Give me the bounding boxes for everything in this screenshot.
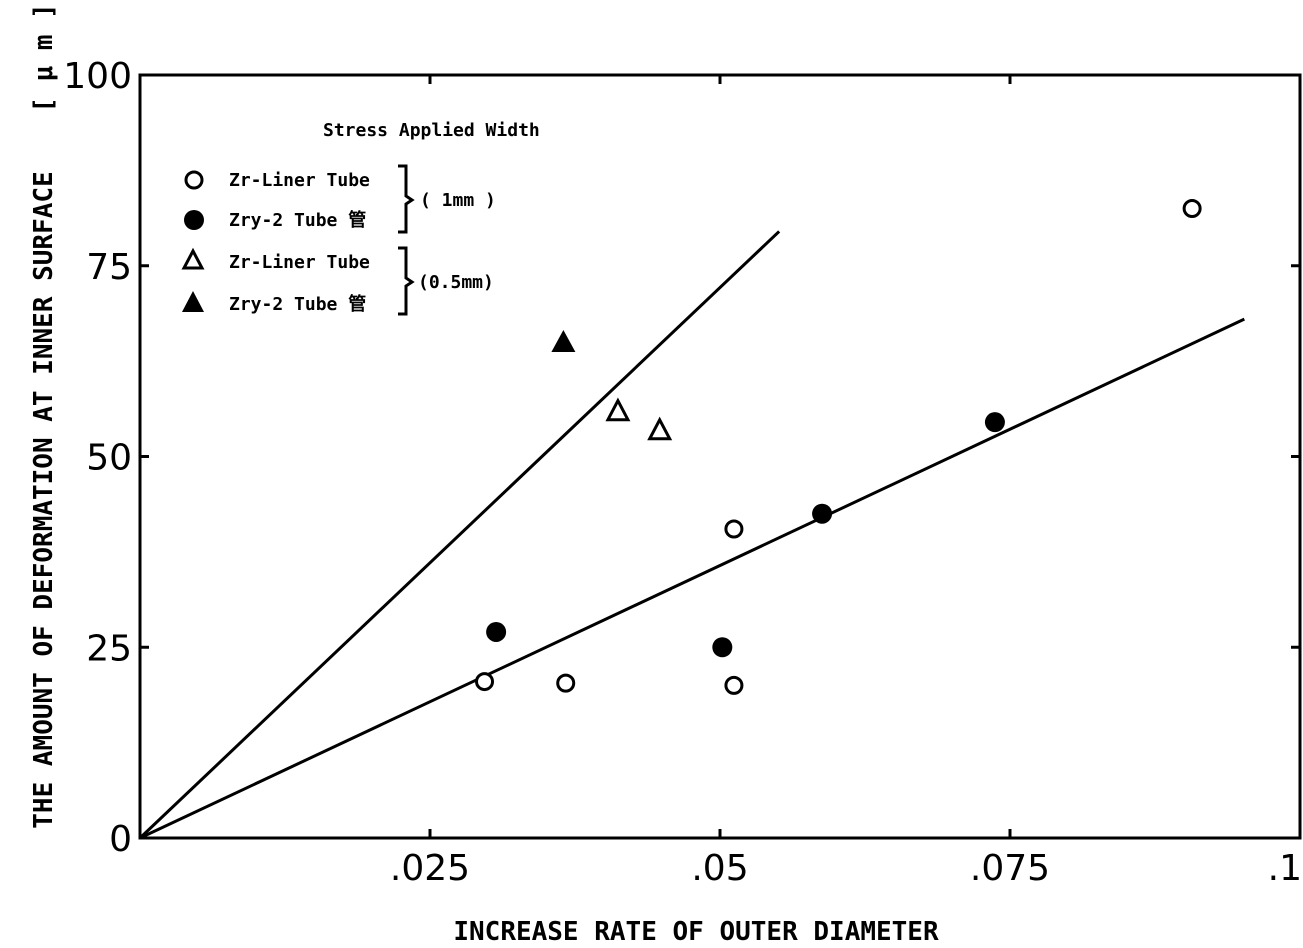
- legend-label-3: Zr-Liner Tube: [229, 252, 370, 273]
- x-tick-label: .1: [1268, 848, 1302, 889]
- data-point-zry2-1mm: [984, 412, 1005, 433]
- legend-marker-triangle-open: [181, 247, 205, 270]
- x-axis-title: INCREASE RATE OF OUTER DIAMETER: [453, 917, 939, 947]
- data-markers: [475, 199, 1202, 695]
- y-tick-label: 0: [109, 819, 132, 860]
- fit-lines: [138, 230, 1245, 840]
- data-point-zry2-1mm: [712, 637, 733, 658]
- data-point-zry2-1mm: [812, 503, 833, 524]
- y-tick-label: 50: [86, 438, 132, 479]
- data-point-zry2-1mm: [486, 621, 507, 642]
- legend-marker-circle-filled: [184, 210, 204, 230]
- x-tick-label: .075: [970, 848, 1050, 889]
- legend-label-1: Zr-Liner Tube: [229, 170, 370, 191]
- data-point-zr-liner-1mm: [724, 519, 744, 539]
- legend-bracket-1mm: [398, 164, 415, 234]
- data-point-zr-liner-1mm: [556, 673, 576, 693]
- legend-bracket-label-05mm: (0.5mm): [418, 272, 494, 293]
- y-tick-label: 75: [86, 247, 132, 288]
- x-tick-label: .025: [390, 848, 470, 889]
- legend-label-4: Zry-2 Tube 管: [229, 293, 366, 315]
- legend: Stress Applied Width Zr-Liner Tube Zry-2…: [181, 120, 540, 316]
- data-point-zr-liner-1mm: [475, 672, 495, 692]
- legend-bracket-05mm: [398, 246, 415, 316]
- y-tick-labels: 0 25 50 75 100: [63, 56, 132, 860]
- fit-line: [138, 230, 781, 840]
- data-point-zry2-05mm: [551, 330, 576, 353]
- y-axis-unit: [ μ m ]: [29, 3, 59, 113]
- legend-bracket-label-1mm: ( 1mm ): [420, 190, 496, 211]
- fit-line: [139, 317, 1245, 840]
- y-axis-title: THE AMOUNT OF DEFORMATION AT INNER SURFA…: [29, 171, 59, 828]
- y-tick-label: 25: [86, 628, 132, 669]
- data-point-zr-liner-1mm: [1182, 199, 1202, 219]
- legend-title: Stress Applied Width: [323, 120, 540, 141]
- x-tick-labels: .025 .05 .075 .1: [390, 848, 1302, 889]
- legend-marker-circle-open: [184, 170, 204, 190]
- data-point-zr-liner-1mm: [724, 675, 744, 695]
- data-point-zr-liner-05mm: [605, 397, 631, 422]
- legend-marker-triangle-filled: [182, 291, 204, 312]
- legend-label-2: Zry-2 Tube 管: [229, 209, 366, 231]
- data-point-zr-liner-05mm: [647, 416, 673, 441]
- ticks: [140, 75, 1302, 838]
- x-tick-label: .05: [691, 848, 748, 889]
- y-tick-label: 100: [63, 56, 132, 97]
